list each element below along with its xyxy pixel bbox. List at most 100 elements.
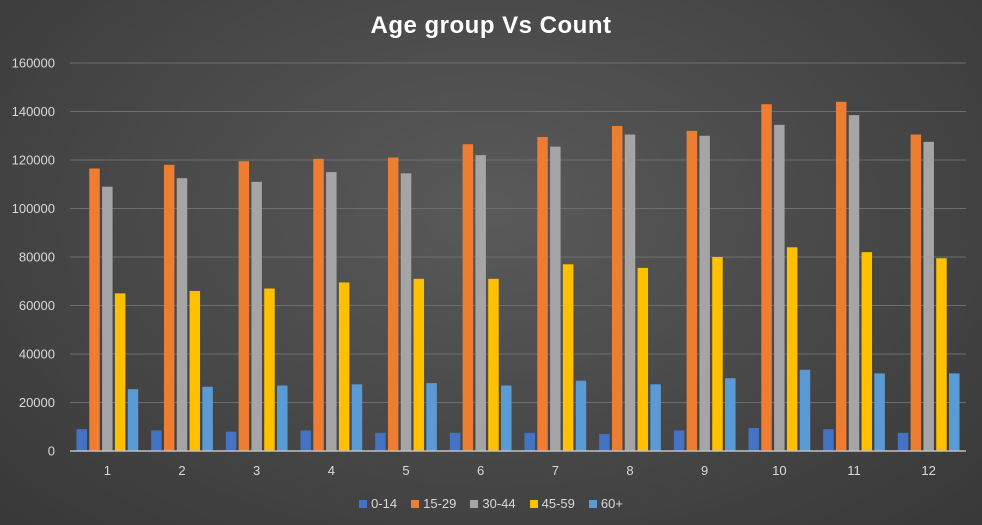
chart-legend: 0-14 15-29 30-44 45-59 60+ <box>0 496 982 511</box>
bar <box>163 164 175 451</box>
bar <box>650 384 661 451</box>
bar <box>238 161 250 451</box>
x-tick-label: 4 <box>328 463 335 478</box>
bar <box>277 385 288 451</box>
legend-item: 30-44 <box>470 496 516 511</box>
legend-label: 15-29 <box>423 496 457 511</box>
bar <box>251 181 262 451</box>
y-tick-label: 160000 <box>12 56 55 71</box>
y-tick-label: 140000 <box>12 104 55 119</box>
x-tick-label: 9 <box>701 463 708 478</box>
bar <box>300 430 311 451</box>
bar <box>89 168 100 452</box>
legend-label: 45-59 <box>541 496 575 511</box>
x-tick-label: 8 <box>626 463 633 478</box>
x-tick-label: 3 <box>253 463 260 478</box>
bar <box>400 173 412 451</box>
bar <box>774 124 785 452</box>
bar <box>575 380 587 451</box>
bar <box>673 430 685 451</box>
chart-title: Age group Vs Count <box>370 12 612 39</box>
bar <box>550 146 561 451</box>
legend-swatch <box>359 499 368 508</box>
bar <box>76 429 87 451</box>
legend-swatch <box>470 499 479 508</box>
bar <box>699 135 710 451</box>
legend-item: 45-59 <box>529 496 575 511</box>
bar <box>326 172 337 451</box>
bar <box>127 389 139 451</box>
bar <box>264 288 275 451</box>
legend-label: 0-14 <box>371 496 398 511</box>
x-tick-label: 10 <box>772 463 786 478</box>
legend-swatch <box>529 499 538 508</box>
bar <box>537 136 548 451</box>
bar <box>686 130 698 451</box>
legend-label: 30-44 <box>482 496 516 511</box>
bar <box>202 386 213 451</box>
bar <box>176 178 188 451</box>
bar <box>637 267 649 451</box>
bar <box>936 258 947 451</box>
x-tick-label: 6 <box>477 463 484 478</box>
bar <box>910 134 922 451</box>
bar <box>848 115 860 451</box>
bar <box>449 432 461 451</box>
x-tick-label: 5 <box>402 463 409 478</box>
bar <box>501 385 512 451</box>
bar <box>488 278 499 451</box>
bar <box>861 252 873 451</box>
bar <box>475 155 486 451</box>
y-tick-label: 0 <box>48 444 55 459</box>
bar <box>599 434 610 451</box>
bar <box>114 293 126 451</box>
bar <box>375 432 386 451</box>
bar <box>225 431 237 451</box>
bar <box>761 104 772 451</box>
y-tick-label: 100000 <box>12 201 55 216</box>
x-tick-label: 12 <box>921 463 935 478</box>
bar <box>799 369 811 451</box>
y-tick-label: 40000 <box>19 347 55 362</box>
bar <box>874 373 885 451</box>
legend-label: 60+ <box>600 496 623 511</box>
bar <box>413 278 425 451</box>
x-tick-label: 2 <box>178 463 185 478</box>
bar <box>611 126 623 452</box>
legend-item: 0-14 <box>359 496 397 511</box>
x-tick-label: 7 <box>552 463 559 478</box>
bar <box>189 290 201 451</box>
bar <box>426 383 437 451</box>
y-tick-label: 20000 <box>19 395 55 410</box>
bar <box>462 144 474 452</box>
bar <box>338 282 350 451</box>
bar <box>102 186 113 452</box>
legend-item: 15-29 <box>411 496 456 511</box>
bar <box>624 134 636 451</box>
y-tick-label: 80000 <box>19 250 55 265</box>
bar <box>835 101 847 452</box>
bar <box>923 141 934 451</box>
bar <box>712 257 723 451</box>
x-tick-label: 1 <box>104 463 111 478</box>
bar <box>949 373 960 451</box>
bar <box>151 430 162 451</box>
bar <box>823 429 834 451</box>
bar <box>725 378 736 451</box>
legend-swatch <box>411 499 420 508</box>
bar <box>351 384 363 451</box>
bar <box>786 247 798 451</box>
bar <box>524 432 535 451</box>
legend-item: 60+ <box>588 496 623 511</box>
bar <box>387 157 399 451</box>
bar <box>562 264 574 451</box>
x-tick-label: 11 <box>847 463 861 478</box>
y-tick-label: 60000 <box>19 298 55 313</box>
bar <box>897 432 909 451</box>
y-tick-label: 120000 <box>12 153 55 168</box>
bar <box>313 158 324 451</box>
legend-swatch <box>588 499 597 508</box>
bar <box>748 427 759 451</box>
